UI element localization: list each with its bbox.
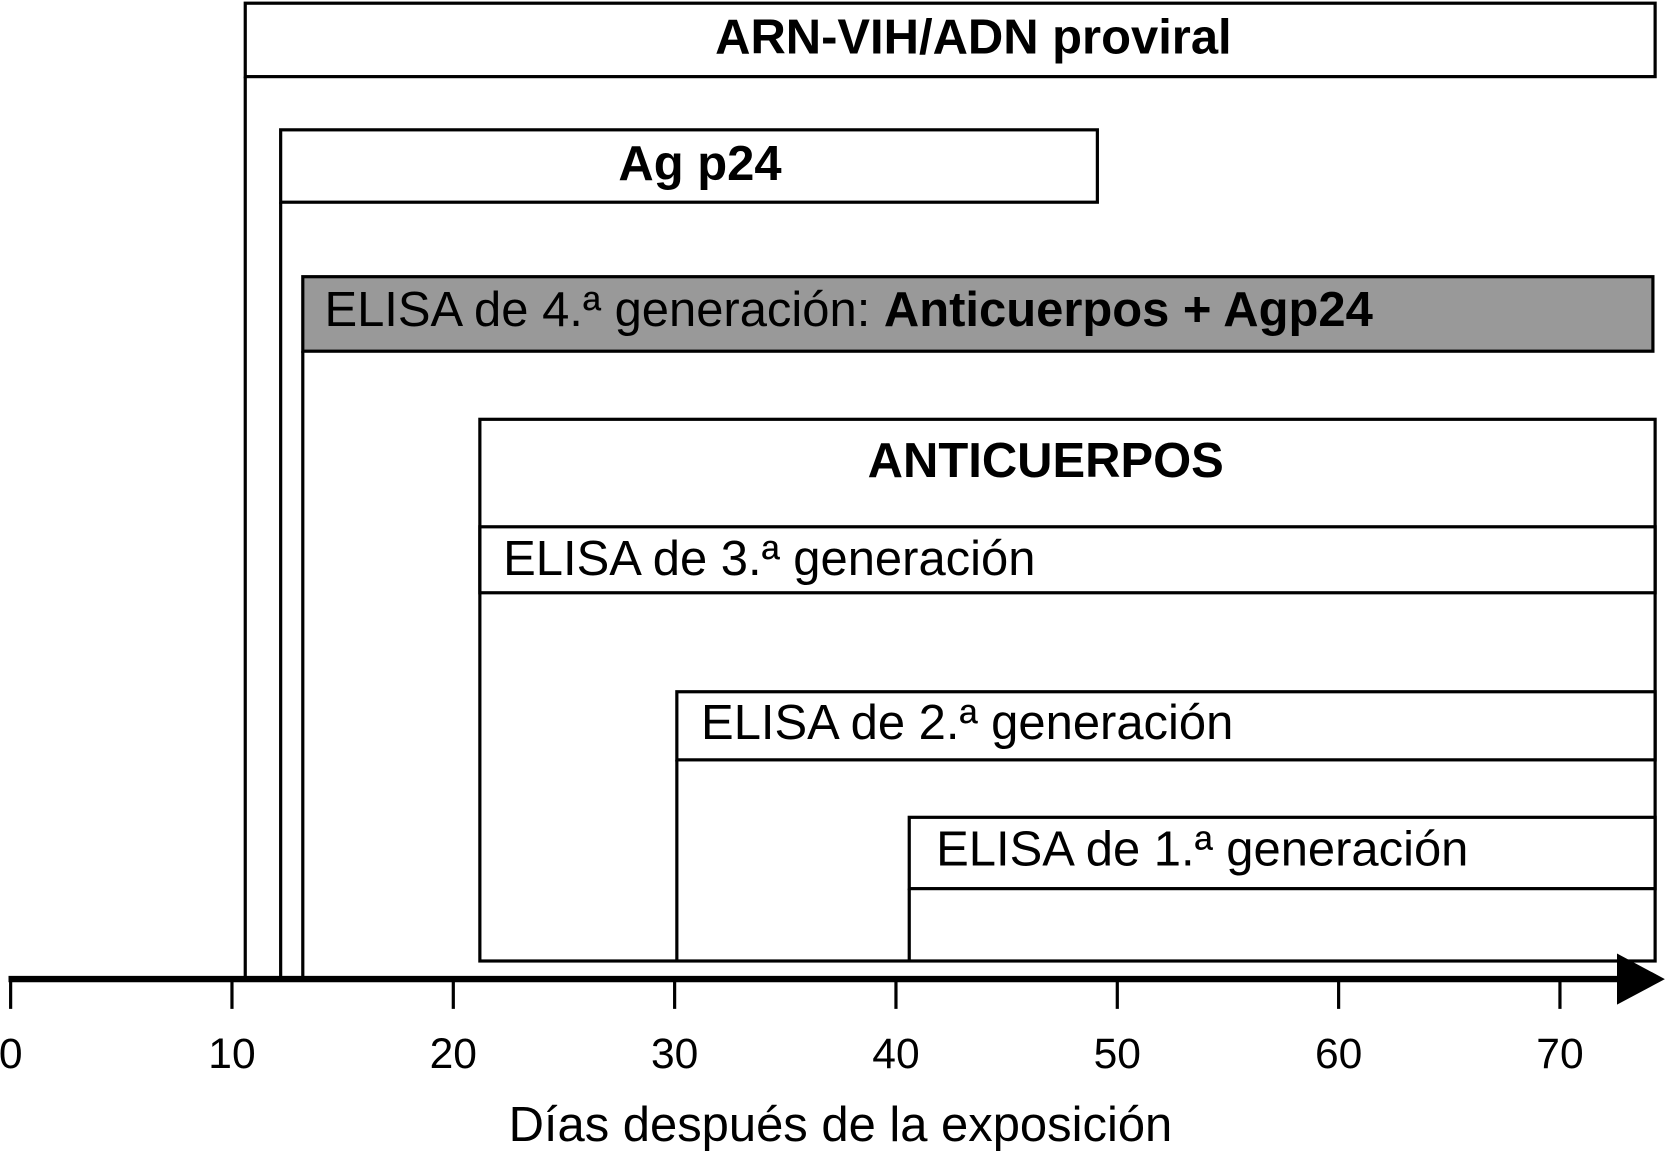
x-axis-label: Días después de la exposición xyxy=(509,1098,1173,1152)
range-bar xyxy=(301,275,1655,353)
x-tick-label: 60 xyxy=(1315,1030,1362,1078)
range-bar xyxy=(907,815,1657,891)
x-tick-label: 10 xyxy=(208,1030,255,1078)
range-label-part: ELISA de 3.ª generación xyxy=(503,532,1035,586)
x-tick-label: 50 xyxy=(1094,1030,1141,1078)
range-label: ANTICUERPOS xyxy=(868,434,1224,488)
range-label: ELISA de 4.ª generación: Anticuerpos + A… xyxy=(324,283,1372,337)
range-label: ELISA de 2.ª generación xyxy=(701,696,1233,750)
x-axis-arrow xyxy=(1617,953,1665,1005)
range-label: ELISA de 3.ª generación xyxy=(503,532,1035,586)
range-label: Ag p24 xyxy=(618,137,781,191)
range-label: ELISA de 1.ª generación xyxy=(936,822,1468,876)
range-bar xyxy=(675,690,1657,762)
range-label-part: Anticuerpos + Agp24 xyxy=(884,283,1373,337)
x-tick-label: 30 xyxy=(651,1030,698,1078)
range-bar xyxy=(478,525,1657,595)
range-label-part: ARN-VIH/ADN proviral xyxy=(715,10,1232,64)
range-bar xyxy=(243,1,1657,79)
range-label-part: ELISA de 4.ª generación: xyxy=(324,283,883,337)
x-tick-label: 40 xyxy=(872,1030,919,1078)
range-label-part: ANTICUERPOS xyxy=(868,434,1224,488)
range-label: ARN-VIH/ADN proviral xyxy=(715,10,1232,64)
x-tick-label: 70 xyxy=(1536,1030,1583,1078)
x-tick-label: 0 xyxy=(0,1030,22,1078)
range-label-part: ELISA de 2.ª generación xyxy=(701,696,1233,750)
x-tick-label: 20 xyxy=(430,1030,477,1078)
range-label-part: Ag p24 xyxy=(618,137,781,191)
range-bar xyxy=(279,128,1099,204)
range-label-part: ELISA de 1.ª generación xyxy=(936,822,1468,876)
